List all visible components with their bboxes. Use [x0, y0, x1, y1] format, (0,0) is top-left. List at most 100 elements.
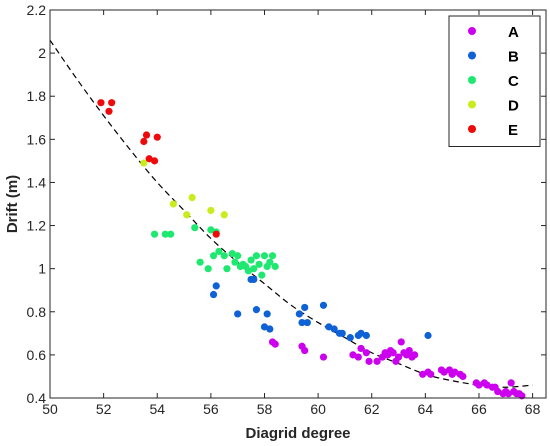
data-point-b — [266, 325, 274, 333]
x-tick-label: 64 — [418, 401, 434, 417]
data-point-b — [250, 275, 258, 284]
data-point-a — [411, 351, 419, 359]
data-point-a — [357, 344, 365, 353]
legend-box — [448, 15, 541, 147]
data-point-c — [266, 258, 274, 266]
legend-marker-e — [468, 125, 476, 133]
data-point-a — [301, 346, 309, 355]
data-point-a — [405, 346, 413, 355]
data-point-c — [250, 265, 258, 273]
data-point-c — [191, 224, 199, 232]
legend-label-d: D — [508, 98, 519, 115]
data-point-d — [207, 206, 215, 215]
y-tick-label: 1.4 — [27, 174, 47, 190]
legend-marker-b — [468, 51, 476, 60]
data-point-a — [427, 370, 435, 378]
data-point-b — [303, 318, 311, 327]
data-point-c — [215, 247, 223, 256]
data-point-a — [271, 340, 279, 348]
y-tick-label: 1.6 — [27, 131, 47, 147]
data-point-d — [183, 211, 191, 219]
data-point-e — [142, 131, 151, 139]
data-point-a — [319, 353, 328, 361]
data-point-c — [150, 230, 159, 238]
data-point-b — [209, 290, 218, 299]
data-point-b — [319, 301, 328, 309]
x-tick-label: 58 — [257, 401, 273, 417]
axes-box — [49, 9, 547, 399]
data-point-d — [220, 211, 228, 219]
data-point-b — [346, 334, 354, 342]
data-point-e — [97, 99, 105, 107]
data-point-c — [196, 258, 204, 266]
data-point-e — [140, 137, 148, 146]
data-point-a — [397, 338, 405, 346]
x-tick-label: 68 — [525, 401, 541, 417]
data-point-b — [338, 329, 346, 337]
data-point-b — [301, 303, 309, 312]
y-tick-label: 1.8 — [27, 88, 47, 104]
data-point-e — [212, 230, 220, 238]
data-point-d — [188, 193, 196, 202]
data-point-b — [234, 310, 242, 318]
data-point-e — [108, 99, 116, 107]
data-point-c — [223, 265, 231, 273]
data-point-c — [204, 265, 212, 273]
data-point-a — [507, 379, 515, 387]
data-point-c — [209, 252, 218, 260]
data-point-a — [362, 349, 370, 357]
x-tick-label: 56 — [203, 401, 219, 417]
data-point-c — [255, 260, 263, 268]
y-tick-label: 0.6 — [27, 347, 47, 363]
data-point-d — [140, 159, 148, 167]
legend-label-a: A — [508, 24, 519, 41]
data-point-e — [153, 133, 161, 141]
data-point-c — [167, 230, 175, 238]
data-point-b — [263, 310, 271, 318]
data-point-a — [365, 357, 373, 365]
data-point-b — [424, 331, 432, 340]
y-tick-label: 1 — [38, 261, 46, 277]
data-point-c — [260, 252, 269, 260]
data-point-a — [354, 353, 362, 361]
legend-label-e: E — [508, 122, 518, 139]
data-point-c — [247, 256, 255, 264]
data-point-a — [373, 357, 381, 365]
data-point-e — [105, 107, 113, 115]
y-axis: 0.4 0.6 0.8 1 1.2 1.4 1.6 1.8 2 2.2 — [27, 2, 546, 406]
x-tick-label: 50 — [42, 401, 58, 417]
legend-marker-c — [468, 76, 476, 84]
x-tick-label: 60 — [310, 401, 326, 417]
x-tick-label: 62 — [364, 401, 380, 417]
y-axis-title: Drift (m) — [4, 175, 21, 233]
data-point-c — [252, 252, 261, 260]
data-point-c — [271, 262, 279, 271]
data-point-c — [161, 230, 169, 238]
data-point-c — [268, 252, 277, 260]
legend-label-c: C — [508, 73, 519, 90]
x-axis: 50 52 54 56 58 60 62 64 66 68 — [42, 10, 541, 417]
data-point-d — [169, 200, 177, 208]
data-point-a — [459, 372, 467, 381]
data-points-layer — [97, 99, 526, 400]
data-point-b — [362, 331, 370, 340]
fit-curve — [49, 39, 533, 388]
data-point-c — [220, 252, 228, 260]
data-point-b — [295, 310, 303, 318]
y-tick-label: 2 — [38, 45, 46, 61]
y-tick-label: 1.2 — [27, 218, 47, 234]
x-axis-title: Diagrid degree — [245, 425, 350, 442]
data-point-e — [150, 157, 159, 165]
fit-curve-layer — [49, 39, 533, 388]
data-point-c — [234, 252, 242, 260]
x-tick-label: 52 — [96, 401, 112, 417]
data-point-b — [252, 306, 261, 314]
data-point-b — [298, 318, 306, 327]
y-tick-label: 0.8 — [27, 304, 47, 320]
data-point-c — [258, 271, 266, 279]
data-point-c — [231, 258, 239, 266]
x-tick-label: 66 — [471, 401, 487, 417]
legend-marker-d — [468, 100, 476, 109]
